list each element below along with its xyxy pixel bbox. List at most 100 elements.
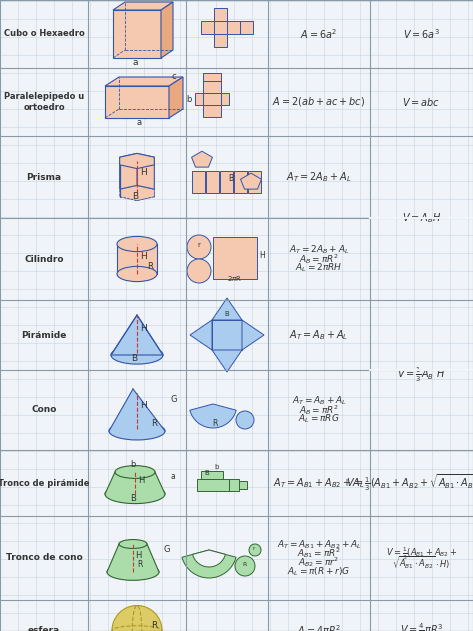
Text: b: b [186,95,192,104]
Text: H: H [140,401,147,410]
Polygon shape [206,171,219,193]
Text: B: B [225,311,229,317]
Text: $\sqrt{A_{B1}\cdot A_{B2}}\cdot H)$: $\sqrt{A_{B1}\cdot A_{B2}}\cdot H)$ [392,555,451,570]
Polygon shape [220,171,233,193]
Text: $A_T = A_{B1} + A_{B2} + A_L$: $A_T = A_{B1} + A_{B2} + A_L$ [273,476,365,490]
Text: R: R [147,262,153,271]
Text: $A_{B2} = \pi r^2$: $A_{B2} = \pi r^2$ [298,555,340,569]
Polygon shape [203,93,221,105]
Text: G: G [170,395,176,404]
Text: esfera: esfera [28,626,60,631]
Ellipse shape [119,540,147,548]
Polygon shape [201,21,214,34]
Text: b: b [131,460,136,469]
Polygon shape [195,93,203,105]
Polygon shape [239,481,247,489]
Text: H: H [135,551,141,560]
Text: b: b [215,464,219,470]
Text: B: B [130,494,136,503]
Polygon shape [212,350,242,372]
Text: R: R [151,620,157,630]
Text: R: R [212,419,218,428]
Polygon shape [221,93,229,105]
Polygon shape [241,173,262,189]
Text: R: R [151,419,157,428]
Ellipse shape [107,563,159,581]
Text: $A_T = 2A_B + A_L$: $A_T = 2A_B + A_L$ [289,244,349,256]
Polygon shape [213,237,257,279]
Text: B: B [132,192,138,201]
Text: Tronco de cono: Tronco de cono [6,553,82,562]
Polygon shape [120,153,137,189]
Text: a: a [132,58,138,67]
Polygon shape [240,21,253,34]
Wedge shape [182,550,236,578]
Text: Cilindro: Cilindro [24,254,64,264]
Text: H: H [140,168,147,177]
Polygon shape [197,479,229,491]
Text: $V = \frac{1}{3}(A_{B1}+A_{B2}+\sqrt{A_{B1}\cdot A_{B2}}\cdot H)$: $V = \frac{1}{3}(A_{B1}+A_{B2}+\sqrt{A_{… [346,473,473,493]
Text: $V = A_BH$: $V = A_BH$ [402,211,441,225]
Polygon shape [192,151,212,167]
Polygon shape [229,479,239,491]
Polygon shape [248,171,261,193]
Polygon shape [242,320,264,350]
Polygon shape [201,471,223,479]
Text: H: H [259,251,265,260]
Polygon shape [192,171,205,193]
Text: $A_L = 2\pi RH$: $A_L = 2\pi RH$ [295,262,343,274]
Ellipse shape [105,485,165,504]
Text: R: R [137,560,142,569]
Text: R: R [242,562,246,567]
Polygon shape [117,244,157,274]
Polygon shape [107,544,159,572]
Polygon shape [227,21,240,34]
Text: $A_L = \pi(R + r)G$: $A_L = \pi(R + r)G$ [287,565,350,578]
Wedge shape [190,404,236,428]
Polygon shape [105,472,165,494]
Circle shape [235,556,255,576]
Polygon shape [109,389,165,431]
Text: $V = 6a^3$: $V = 6a^3$ [403,27,440,41]
Circle shape [249,544,261,556]
Text: Cubo o Hexaedro: Cubo o Hexaedro [4,30,84,38]
Polygon shape [212,320,242,350]
Text: $V = \frac{4}{3}\pi R^3$: $V = \frac{4}{3}\pi R^3$ [400,622,443,631]
Circle shape [187,235,211,259]
Polygon shape [105,77,183,86]
Text: $A_{B1} = \pi R^2$: $A_{B1} = \pi R^2$ [297,546,341,560]
Circle shape [236,411,254,429]
Polygon shape [203,81,221,93]
Polygon shape [203,105,221,117]
Text: $A_B = \pi R^2$: $A_B = \pi R^2$ [299,403,339,417]
Text: $A = 4\pi R^2$: $A = 4\pi R^2$ [297,623,341,631]
Text: H: H [140,324,147,333]
Text: G: G [163,545,169,554]
Text: B: B [205,470,210,476]
Polygon shape [169,77,183,118]
Text: $A_T = A_B + A_L$: $A_T = A_B + A_L$ [291,395,346,407]
Wedge shape [193,550,226,567]
Text: c: c [171,72,175,81]
Polygon shape [234,171,247,193]
Polygon shape [137,153,154,189]
Text: $V = \frac{1}{3}(A_{B1}+A_{B2}+$: $V = \frac{1}{3}(A_{B1}+A_{B2}+$ [386,545,457,562]
Text: B: B [131,354,137,363]
Ellipse shape [111,346,163,364]
Polygon shape [113,10,161,58]
Polygon shape [120,186,154,201]
Circle shape [112,606,162,631]
Polygon shape [203,73,221,81]
Text: $A_T = A_B + A_L$: $A_T = A_B + A_L$ [289,328,349,342]
Text: a: a [136,118,141,127]
Polygon shape [214,34,227,47]
Text: B: B [228,174,234,183]
Text: r: r [253,546,255,551]
Text: $A_B = \pi R^2$: $A_B = \pi R^2$ [299,252,339,266]
Circle shape [187,259,211,283]
Polygon shape [120,153,154,168]
Polygon shape [214,21,227,34]
Text: $A = 2(ab+ac+bc)$: $A = 2(ab+ac+bc)$ [272,95,366,109]
Text: $A_T = A_{B1} + A_{B2} + A_L$: $A_T = A_{B1} + A_{B2} + A_L$ [277,538,361,551]
Text: Paralelepipedo u
ortoedro: Paralelepipedo u ortoedro [4,92,84,112]
